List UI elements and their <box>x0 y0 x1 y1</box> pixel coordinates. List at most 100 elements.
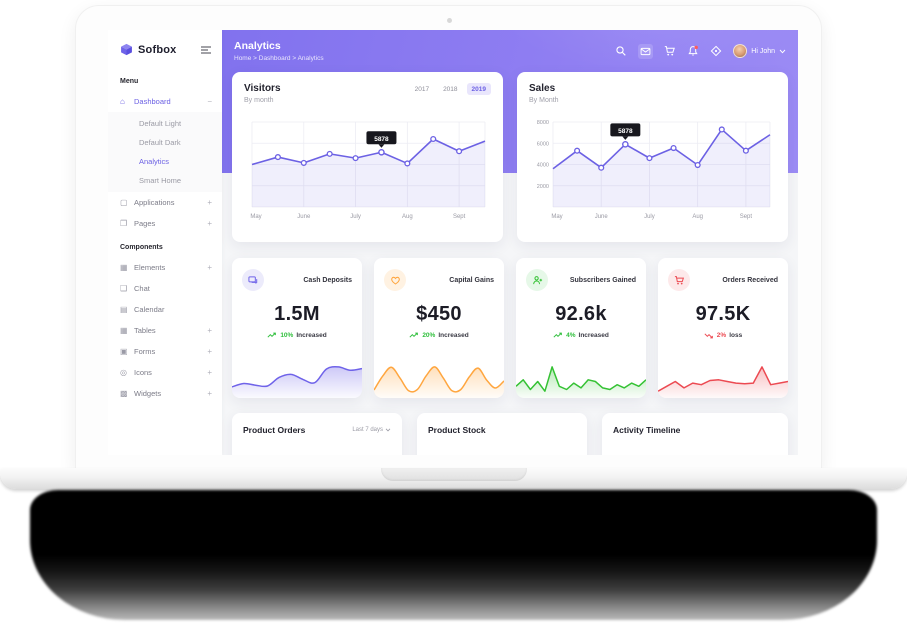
sidebar-item-label: Chat <box>134 284 150 293</box>
sidebar-item-label: Widgets <box>134 389 162 398</box>
sidebar-item-label: Tables <box>134 326 156 335</box>
table-icon: ▦ <box>120 326 128 335</box>
cart-icon <box>668 269 690 291</box>
main-area: Analytics Home > Dashboard > Analytics <box>222 30 798 455</box>
svg-text:5878: 5878 <box>374 136 389 143</box>
sidebar-item-label: Calendar <box>134 305 165 314</box>
trend-label: Increased <box>438 332 469 339</box>
stat-title: Cash Deposits <box>303 276 352 284</box>
trend-down-icon <box>704 333 713 339</box>
dashboard-screen: Sofbox Menu ⌂ Dashboard − Default Light … <box>108 30 798 455</box>
sidebar-item-forms[interactable]: ▣ Forms + <box>108 341 222 362</box>
home-icon: ⌂ <box>120 97 125 106</box>
activity-timeline-card: Activity Timeline <box>602 413 788 455</box>
chevron-down-icon <box>779 49 786 53</box>
svg-text:July: July <box>350 214 361 220</box>
year-tab-2018[interactable]: 2018 <box>443 85 458 93</box>
scan-icon[interactable] <box>710 45 722 57</box>
svg-text:May: May <box>250 214 261 220</box>
collapse-icon: − <box>207 97 212 106</box>
stat-card-capital-gains: Capital Gains $450 20% Increased <box>374 258 504 398</box>
chat-icon: ❑ <box>120 284 128 293</box>
date-range-dropdown[interactable]: Last 7 days <box>352 427 391 433</box>
sidebar-item-label: Icons <box>134 368 152 377</box>
sidebar-item-chat[interactable]: ❑ Chat <box>108 278 222 299</box>
stat-title: Orders Received <box>722 276 778 284</box>
expand-icon: + <box>207 326 212 335</box>
sidebar-toggle-icon[interactable] <box>200 45 212 55</box>
svg-text:Aug: Aug <box>692 214 703 220</box>
trend-value: 4% <box>566 332 576 339</box>
stat-title: Capital Gains <box>449 276 494 284</box>
breadcrumb: Home > Dashboard > Analytics <box>234 55 324 62</box>
svg-text:5878: 5878 <box>618 128 633 135</box>
menu-section-label: Menu <box>120 78 139 85</box>
stat-card-cash-deposits: Cash Deposits 1.5M 10% Increased <box>232 258 362 398</box>
svg-text:2000: 2000 <box>537 184 549 190</box>
trend-up-icon <box>267 332 277 338</box>
visitors-line-chart: May June July Aug Sept 5878 <box>250 121 486 220</box>
card-title: Product Stock <box>428 425 486 435</box>
expand-icon: + <box>207 198 212 207</box>
applications-icon: ▢ <box>120 198 128 207</box>
sparkline <box>232 366 362 398</box>
expand-icon: + <box>207 347 212 356</box>
grid-icon: ▦ <box>120 263 128 272</box>
user-menu[interactable]: Hi John <box>733 44 786 58</box>
sidebar-item-label: Forms <box>134 347 156 356</box>
year-tab-2019[interactable]: 2019 <box>466 83 491 95</box>
svg-text:July: July <box>644 214 655 220</box>
sidebar-item-icons[interactable]: ◎ Icons + <box>108 362 222 383</box>
avatar <box>733 44 748 58</box>
sidebar-item-label: Applications <box>134 198 175 207</box>
sidebar-item-label: Pages <box>134 219 156 228</box>
card-title: Visitors <box>244 83 281 94</box>
expand-icon: + <box>207 263 212 272</box>
sidebar-item-smart-home[interactable]: Smart Home <box>139 176 182 185</box>
sparkline <box>516 366 646 398</box>
chat-duo-icon <box>242 269 264 291</box>
search-icon[interactable] <box>615 45 627 57</box>
expand-icon: + <box>207 389 212 398</box>
bell-icon[interactable] <box>687 45 699 57</box>
laptop-notch <box>380 468 527 481</box>
svg-text:May: May <box>551 214 562 220</box>
card-subtitle: By month <box>244 97 274 104</box>
logo-text: Sofbox <box>138 43 177 56</box>
product-stock-card: Product Stock <box>417 413 587 455</box>
svg-text:4000: 4000 <box>537 163 549 169</box>
sidebar-item-widgets[interactable]: ▩ Widgets + <box>108 383 222 404</box>
card-subtitle: By Month <box>529 97 559 104</box>
mail-icon[interactable] <box>638 43 654 59</box>
sofbox-logo-icon <box>121 43 132 56</box>
svg-text:Sept: Sept <box>740 214 753 220</box>
sidebar-item-analytics[interactable]: Analytics <box>139 157 170 166</box>
cart-icon[interactable] <box>664 45 676 57</box>
sidebar-item-pages[interactable]: ❐ Pages + <box>108 213 222 234</box>
icons-icon: ◎ <box>120 368 127 377</box>
components-section-label: Components <box>120 244 163 251</box>
card-title: Product Orders <box>243 425 306 435</box>
sidebar-item-applications[interactable]: ▢ Applications + <box>108 192 222 213</box>
user-add-icon <box>526 269 548 291</box>
sidebar-item-calendar[interactable]: ▤ Calendar <box>108 299 222 320</box>
year-tab-2017[interactable]: 2017 <box>414 85 430 93</box>
svg-text:June: June <box>595 214 609 220</box>
expand-icon: + <box>207 219 212 228</box>
sidebar-item-default-light[interactable]: Default Light <box>139 119 182 128</box>
sidebar-item-tables[interactable]: ▦ Tables + <box>108 320 222 341</box>
svg-text:June: June <box>297 214 311 220</box>
stat-value: 1.5M <box>274 303 320 325</box>
sidebar-item-dashboard[interactable]: ⌂ Dashboard − <box>108 91 222 112</box>
sales-chart-card: Sales By Month May June July Aug Sept 8000 600… <box>517 72 788 242</box>
stat-value: $450 <box>416 303 462 325</box>
trend-label: loss <box>729 332 743 339</box>
sidebar-item-default-dark[interactable]: Default Dark <box>139 138 181 147</box>
page-title: Analytics <box>234 40 281 52</box>
svg-text:Aug: Aug <box>402 214 413 220</box>
dashboard-submenu: Default Light Default Dark Analytics Sma… <box>108 112 222 192</box>
sidebar-item-elements[interactable]: ▦ Elements + <box>108 257 222 278</box>
trend-label: Increased <box>578 332 609 339</box>
notification-dot <box>694 45 699 50</box>
